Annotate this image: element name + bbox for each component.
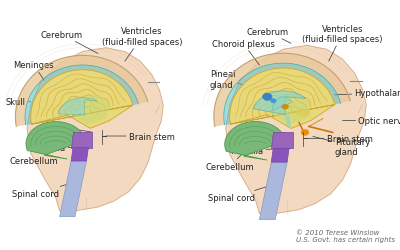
- Polygon shape: [16, 56, 148, 127]
- Polygon shape: [31, 70, 133, 129]
- Polygon shape: [64, 94, 110, 125]
- Text: Hypothalamus: Hypothalamus: [335, 89, 400, 98]
- Text: Pituitary
gland: Pituitary gland: [313, 137, 370, 156]
- Text: Pons: Pons: [248, 124, 293, 135]
- Text: Medulla: Medulla: [230, 146, 291, 155]
- Ellipse shape: [296, 109, 310, 117]
- Ellipse shape: [270, 99, 276, 104]
- Text: Pineal
gland: Pineal gland: [210, 70, 293, 99]
- Polygon shape: [253, 92, 306, 115]
- Polygon shape: [60, 161, 86, 217]
- Text: Cerebrum: Cerebrum: [246, 28, 291, 44]
- Text: Spinal cord: Spinal cord: [208, 186, 269, 202]
- Polygon shape: [214, 54, 350, 127]
- Polygon shape: [27, 48, 163, 211]
- Ellipse shape: [146, 100, 154, 112]
- Polygon shape: [285, 115, 291, 127]
- Polygon shape: [58, 98, 97, 116]
- Text: Meninges: Meninges: [14, 61, 54, 81]
- Text: Brain stem: Brain stem: [106, 132, 174, 141]
- Polygon shape: [71, 133, 92, 148]
- Text: Cerebellum: Cerebellum: [206, 149, 254, 171]
- Polygon shape: [271, 149, 289, 162]
- Polygon shape: [71, 148, 88, 161]
- Polygon shape: [224, 64, 341, 126]
- Polygon shape: [225, 122, 286, 160]
- Polygon shape: [26, 122, 85, 160]
- Polygon shape: [25, 66, 138, 126]
- Text: Ventricles
(fluid-filled spaces): Ventricles (fluid-filled spaces): [102, 27, 182, 62]
- Polygon shape: [259, 162, 287, 220]
- Ellipse shape: [348, 99, 356, 111]
- Text: Pons: Pons: [48, 122, 92, 133]
- Text: Skull: Skull: [6, 98, 31, 106]
- Polygon shape: [230, 69, 335, 129]
- Text: Optic nerve: Optic nerve: [342, 116, 400, 126]
- Text: Ventricles
(fluid-filled spaces): Ventricles (fluid-filled spaces): [302, 24, 383, 62]
- Text: Cerebellum: Cerebellum: [10, 144, 58, 166]
- Text: Brain stem: Brain stem: [307, 134, 372, 143]
- Ellipse shape: [301, 130, 309, 136]
- Polygon shape: [272, 98, 292, 111]
- Text: Choroid plexus: Choroid plexus: [212, 40, 275, 66]
- Text: Spinal cord: Spinal cord: [12, 182, 75, 198]
- Ellipse shape: [282, 105, 289, 110]
- Text: Cerebrum: Cerebrum: [40, 31, 98, 54]
- Polygon shape: [226, 46, 366, 214]
- Polygon shape: [271, 133, 293, 149]
- Text: Medulla: Medulla: [32, 144, 90, 152]
- Polygon shape: [263, 94, 311, 125]
- Text: © 2010 Terese Winslow
U.S. Govt. has certain rights: © 2010 Terese Winslow U.S. Govt. has cer…: [296, 230, 395, 242]
- Ellipse shape: [262, 94, 272, 101]
